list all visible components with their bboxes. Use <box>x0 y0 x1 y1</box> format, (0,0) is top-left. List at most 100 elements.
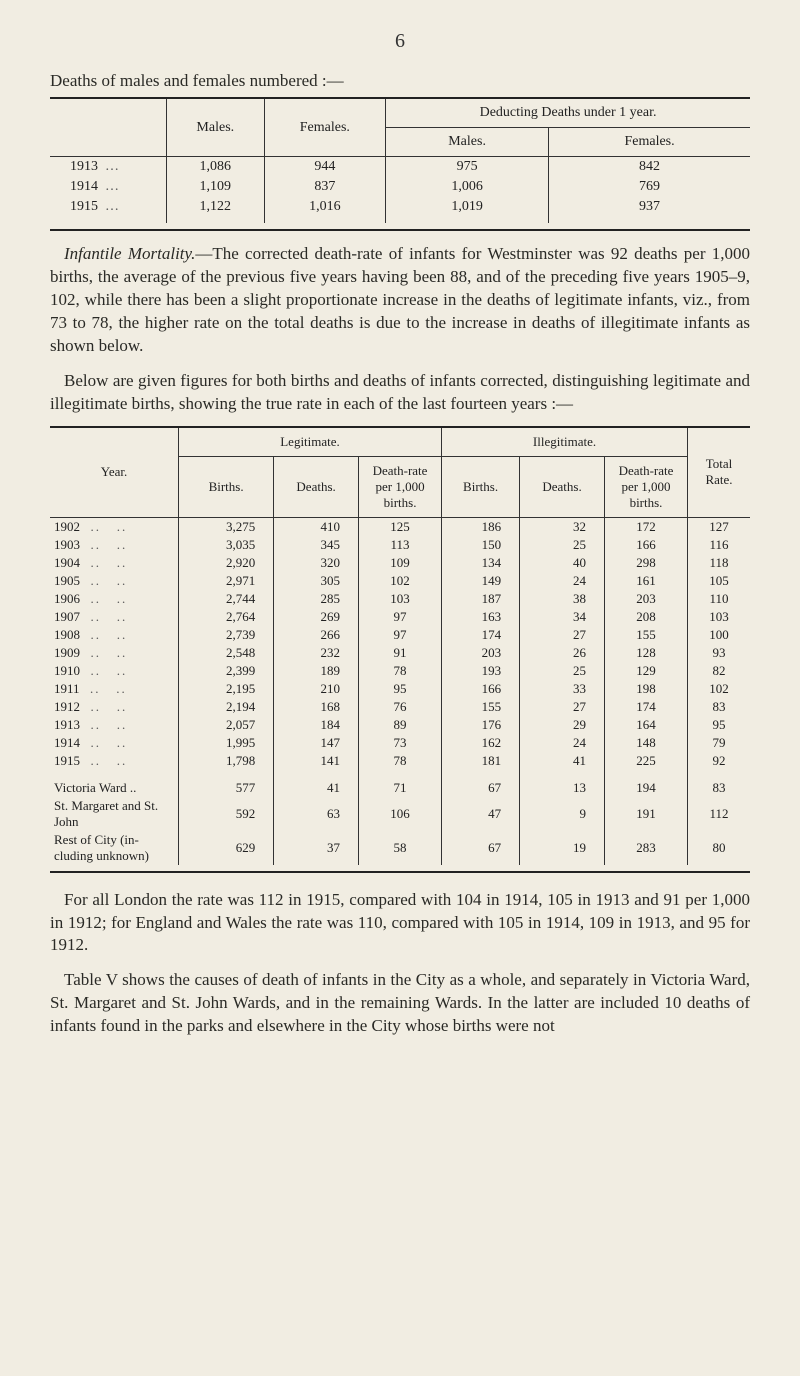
t1-d-males: 975 <box>386 157 549 178</box>
dots: .. .. <box>80 645 127 660</box>
table2-head: Year. Legitimate. Illegitimate. Total Ra… <box>50 428 750 518</box>
t2-illegit-births-header: Births. <box>442 456 520 517</box>
t2-year-text: St. Margaret and St. John <box>54 798 158 829</box>
t1-year: 1914 … <box>50 177 167 197</box>
t2-year: 1915 .. .. <box>50 752 179 770</box>
t2-total-rate: 93 <box>688 644 751 662</box>
table-row: 1908 .. ..2,7392669717427155100 <box>50 626 750 644</box>
t2-legit-header: Legitimate. <box>179 428 442 457</box>
t2-year: 1910 .. .. <box>50 662 179 680</box>
dots: .. .. <box>80 735 127 750</box>
t2-illegit-deaths: 27 <box>520 626 605 644</box>
t2-legit-rate: 95 <box>359 680 442 698</box>
t2-year: 1902 .. .. <box>50 517 179 536</box>
t2-legit-rate: 109 <box>359 554 442 572</box>
t2-year: 1904 .. .. <box>50 554 179 572</box>
t2-year: 1907 .. .. <box>50 608 179 626</box>
t2-year-text: 1913 <box>54 717 80 732</box>
t2-legit-rate: 103 <box>359 590 442 608</box>
t2-illegit-deaths: 19 <box>520 831 605 865</box>
t2-legit-deaths: 41 <box>274 770 359 797</box>
t2-legit-deaths: 320 <box>274 554 359 572</box>
t2-year-text: Victoria Ward .. <box>54 780 136 795</box>
t2-year: 1914 .. .. <box>50 734 179 752</box>
table-row: Victoria Ward ..5774171671319483 <box>50 770 750 797</box>
t2-legit-rate: 76 <box>359 698 442 716</box>
t2-illegit-births: 186 <box>442 517 520 536</box>
t2-illegit-deaths: 25 <box>520 536 605 554</box>
t2-legit-deaths: 210 <box>274 680 359 698</box>
table-row: 1902 .. ..3,27541012518632172127 <box>50 517 750 536</box>
t2-illegit-births: 166 <box>442 680 520 698</box>
t1-year: 1913 … <box>50 157 167 178</box>
t2-legit-deaths: 147 <box>274 734 359 752</box>
paragraph-below-figures: Below are given figures for both births … <box>50 370 750 416</box>
t2-illegit-births: 67 <box>442 831 520 865</box>
t2-illegit-births: 149 <box>442 572 520 590</box>
dots: .. .. <box>80 537 127 552</box>
table1-blank-header <box>50 98 167 157</box>
t2-total-rate: 105 <box>688 572 751 590</box>
t2-legit-rate: 106 <box>359 797 442 831</box>
t2-illegit-deaths: 29 <box>520 716 605 734</box>
dots: … <box>105 159 121 174</box>
t2-legit-rate: 78 <box>359 752 442 770</box>
mortality-rates-table: Year. Legitimate. Illegitimate. Total Ra… <box>50 428 750 865</box>
t2-legit-deaths: 37 <box>274 831 359 865</box>
t2-legit-deaths: 189 <box>274 662 359 680</box>
t2-legit-births: 3,035 <box>179 536 274 554</box>
t2-legit-rate: 125 <box>359 517 442 536</box>
t1-year-val: 1915 <box>70 199 98 214</box>
para1-leadin: Infantile Mortality. <box>64 244 195 263</box>
t2-year-text: 1915 <box>54 753 80 768</box>
t2-illegit-rate: 191 <box>605 797 688 831</box>
t2-legit-births: 2,399 <box>179 662 274 680</box>
t2-legit-births: 2,744 <box>179 590 274 608</box>
t2-total-rate: 112 <box>688 797 751 831</box>
t2-year-text: 1905 <box>54 573 80 588</box>
t2-legit-deaths: 285 <box>274 590 359 608</box>
t2-legit-deaths: 410 <box>274 517 359 536</box>
t2-legit-deaths: 232 <box>274 644 359 662</box>
dots: .. .. <box>80 573 127 588</box>
table1-head: Males. Females. Deducting Deaths under 1… <box>50 98 750 157</box>
table1-header-row-1: Males. Females. Deducting Deaths under 1… <box>50 98 750 128</box>
t2-illegit-rate: 203 <box>605 590 688 608</box>
t2-legit-rate: 91 <box>359 644 442 662</box>
t2-legit-rate: 78 <box>359 662 442 680</box>
t2-legit-deaths-header: Deaths. <box>274 456 359 517</box>
paragraph-london-rate: For all London the rate was 112 in 1915,… <box>50 889 750 958</box>
t2-total-rate: 83 <box>688 770 751 797</box>
deaths-table: Males. Females. Deducting Deaths under 1… <box>50 97 750 223</box>
t2-illegit-deaths: 9 <box>520 797 605 831</box>
t2-year-text: 1914 <box>54 735 80 750</box>
t2-illegit-deaths: 24 <box>520 734 605 752</box>
table-row: 1910 .. ..2,399189781932512982 <box>50 662 750 680</box>
t2-year: 1905 .. .. <box>50 572 179 590</box>
t2-legit-births: 2,194 <box>179 698 274 716</box>
t2-illegit-rate: 174 <box>605 698 688 716</box>
t2-total-rate: 118 <box>688 554 751 572</box>
t2-year: Victoria Ward .. <box>50 770 179 797</box>
t2-illegit-rate: 198 <box>605 680 688 698</box>
t2-illegit-births: 174 <box>442 626 520 644</box>
t1-males: 1,086 <box>167 157 265 178</box>
t2-total-rate: 83 <box>688 698 751 716</box>
t2-illegit-rate: 155 <box>605 626 688 644</box>
table-row: 1912 .. ..2,194168761552717483 <box>50 698 750 716</box>
t2-illegit-rate: 148 <box>605 734 688 752</box>
page-number: 6 <box>50 30 750 53</box>
t2-year: 1906 .. .. <box>50 590 179 608</box>
table-row: 1913 … 1,086 944 975 842 <box>50 157 750 178</box>
t2-illegit-deaths: 38 <box>520 590 605 608</box>
t2-illegit-deaths: 33 <box>520 680 605 698</box>
t2-total-rate: 79 <box>688 734 751 752</box>
t1-females: 1,016 <box>264 197 386 223</box>
t1-d-females: 842 <box>549 157 750 178</box>
dots: .. .. <box>80 609 127 624</box>
t2-illegit-deaths: 34 <box>520 608 605 626</box>
t2-illegit-rate: 225 <box>605 752 688 770</box>
t2-legit-births: 2,920 <box>179 554 274 572</box>
t1-d-males: 1,019 <box>386 197 549 223</box>
t2-totalrate-header: Total Rate. <box>688 428 751 518</box>
